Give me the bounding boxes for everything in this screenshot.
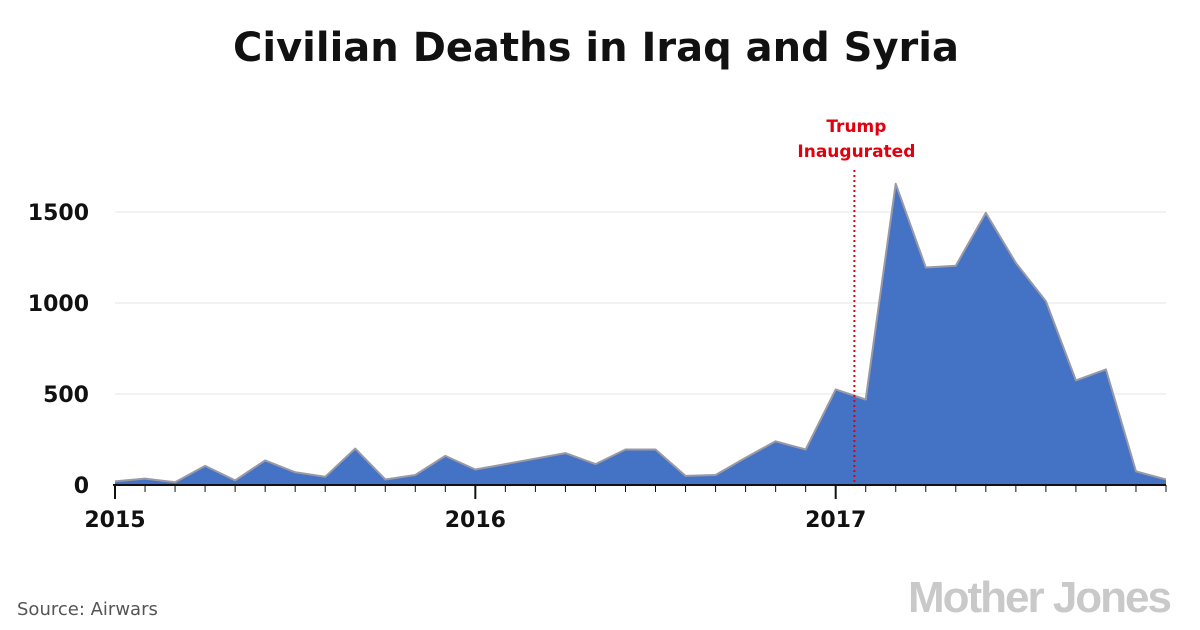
- x-tick-label: 2016: [445, 508, 506, 533]
- annotation-label: Trump: [826, 117, 886, 137]
- x-axis: [113, 484, 1167, 499]
- source-note: Source: Airwars: [17, 599, 158, 620]
- inauguration-annotation: Trump Inaugurated: [797, 117, 915, 485]
- chart-title: Civilian Deaths in Iraq and Syria: [233, 25, 959, 71]
- x-tick-label: 2015: [84, 508, 145, 533]
- annotation-label: Inaugurated: [797, 142, 915, 162]
- x-tick-labels: 2015 2016 2017: [84, 508, 866, 533]
- y-tick-label: 0: [74, 474, 89, 499]
- mother-jones-logo: Mother Jones: [908, 573, 1171, 622]
- y-tick-label: 1500: [28, 201, 89, 226]
- y-tick-label: 1000: [28, 292, 89, 317]
- series-line: [114, 182, 1167, 484]
- area-fill: [115, 183, 1166, 486]
- area-series: [114, 182, 1167, 486]
- y-tick-label: 500: [43, 383, 89, 408]
- x-tick-label: 2017: [805, 508, 866, 533]
- y-tick-labels: 0 500 1000 1500: [28, 201, 89, 499]
